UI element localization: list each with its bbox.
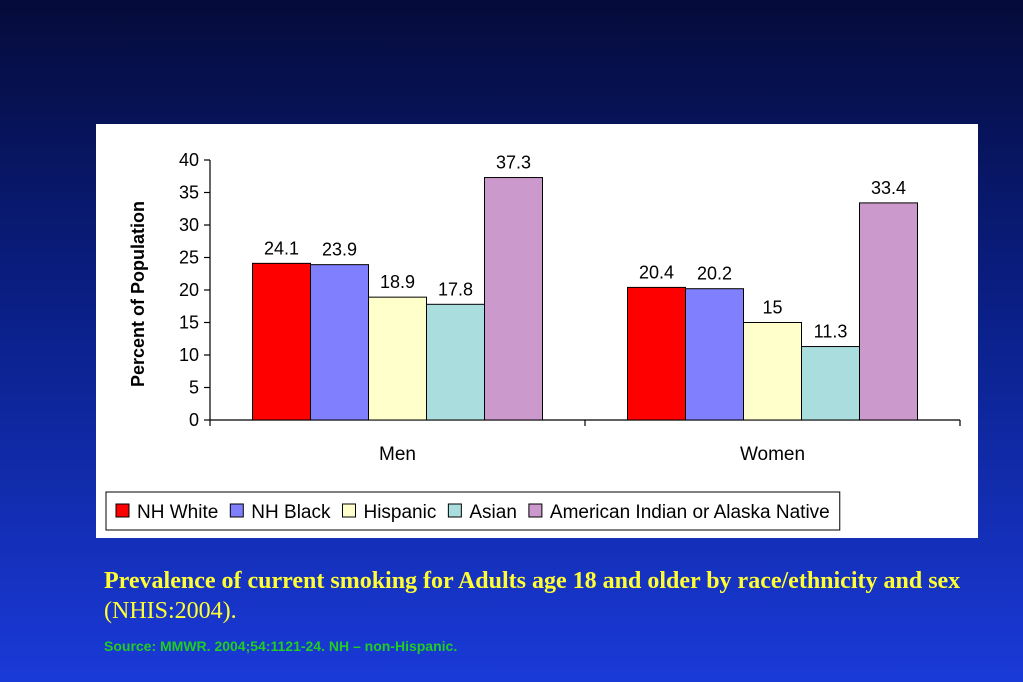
legend-label: Asian bbox=[469, 502, 517, 523]
legend-label: NH White bbox=[137, 502, 218, 523]
y-tick-label: 0 bbox=[189, 410, 199, 430]
legend-swatch bbox=[341, 503, 356, 518]
y-tick-label: 35 bbox=[179, 183, 199, 203]
chart-caption: Prevalence of current smoking for Adults… bbox=[104, 566, 1004, 626]
bar-value-label: 20.4 bbox=[639, 262, 674, 282]
legend-box bbox=[105, 491, 841, 531]
bar-value-label: 37.3 bbox=[496, 153, 531, 173]
legend-label: Hispanic bbox=[363, 502, 436, 523]
y-tick-label: 40 bbox=[179, 150, 199, 170]
bar bbox=[743, 322, 802, 421]
bar-value-label: 23.9 bbox=[322, 240, 357, 260]
y-tick-label: 25 bbox=[179, 248, 199, 268]
bar-value-label: 33.4 bbox=[871, 178, 906, 198]
bar-value-label: 20.2 bbox=[697, 264, 732, 284]
legend-swatch bbox=[229, 503, 244, 518]
legend-swatch bbox=[115, 503, 130, 518]
legend-label: American Indian or Alaska Native bbox=[550, 502, 830, 523]
legend-swatch bbox=[447, 503, 462, 518]
bar-value-label: 15 bbox=[762, 298, 782, 318]
source-note: Source: MMWR. 2004;54:1121-24. NH – non-… bbox=[104, 638, 458, 654]
bar bbox=[310, 264, 369, 421]
y-tick-label: 30 bbox=[179, 215, 199, 235]
bar-value-label: 18.9 bbox=[380, 272, 415, 292]
chart-panel: 0 5 10 15 20 25 30 35 40 Percent of Population Men… bbox=[96, 124, 978, 538]
y-tick-label: 15 bbox=[179, 313, 199, 333]
y-tick-label: 20 bbox=[179, 280, 199, 300]
legend-label: NH Black bbox=[251, 502, 331, 523]
bar bbox=[685, 288, 744, 421]
bar bbox=[801, 346, 860, 421]
bar-value-label: 24.1 bbox=[264, 238, 299, 258]
bar bbox=[859, 202, 918, 421]
bar-value-label: 11.3 bbox=[814, 322, 848, 342]
y-tick-label: 5 bbox=[189, 378, 199, 398]
bar-value-label: 17.8 bbox=[438, 279, 473, 299]
bar-chart: 0 5 10 15 20 25 30 35 40 Percent of Population Men… bbox=[105, 150, 961, 531]
bar bbox=[368, 296, 427, 421]
caption-survey: (NHIS:2004). bbox=[104, 598, 237, 624]
bar bbox=[426, 303, 485, 421]
x-tick-label: Women bbox=[740, 444, 805, 465]
bar bbox=[252, 262, 311, 421]
caption-title: Prevalence of current smoking for Adults… bbox=[104, 568, 961, 594]
y-axis-title: Percent of Population bbox=[128, 201, 148, 387]
bar bbox=[484, 177, 543, 421]
x-tick-label: Men bbox=[379, 444, 416, 465]
y-tick-label: 10 bbox=[179, 345, 199, 365]
legend-swatch bbox=[528, 503, 543, 518]
bar bbox=[627, 286, 686, 421]
